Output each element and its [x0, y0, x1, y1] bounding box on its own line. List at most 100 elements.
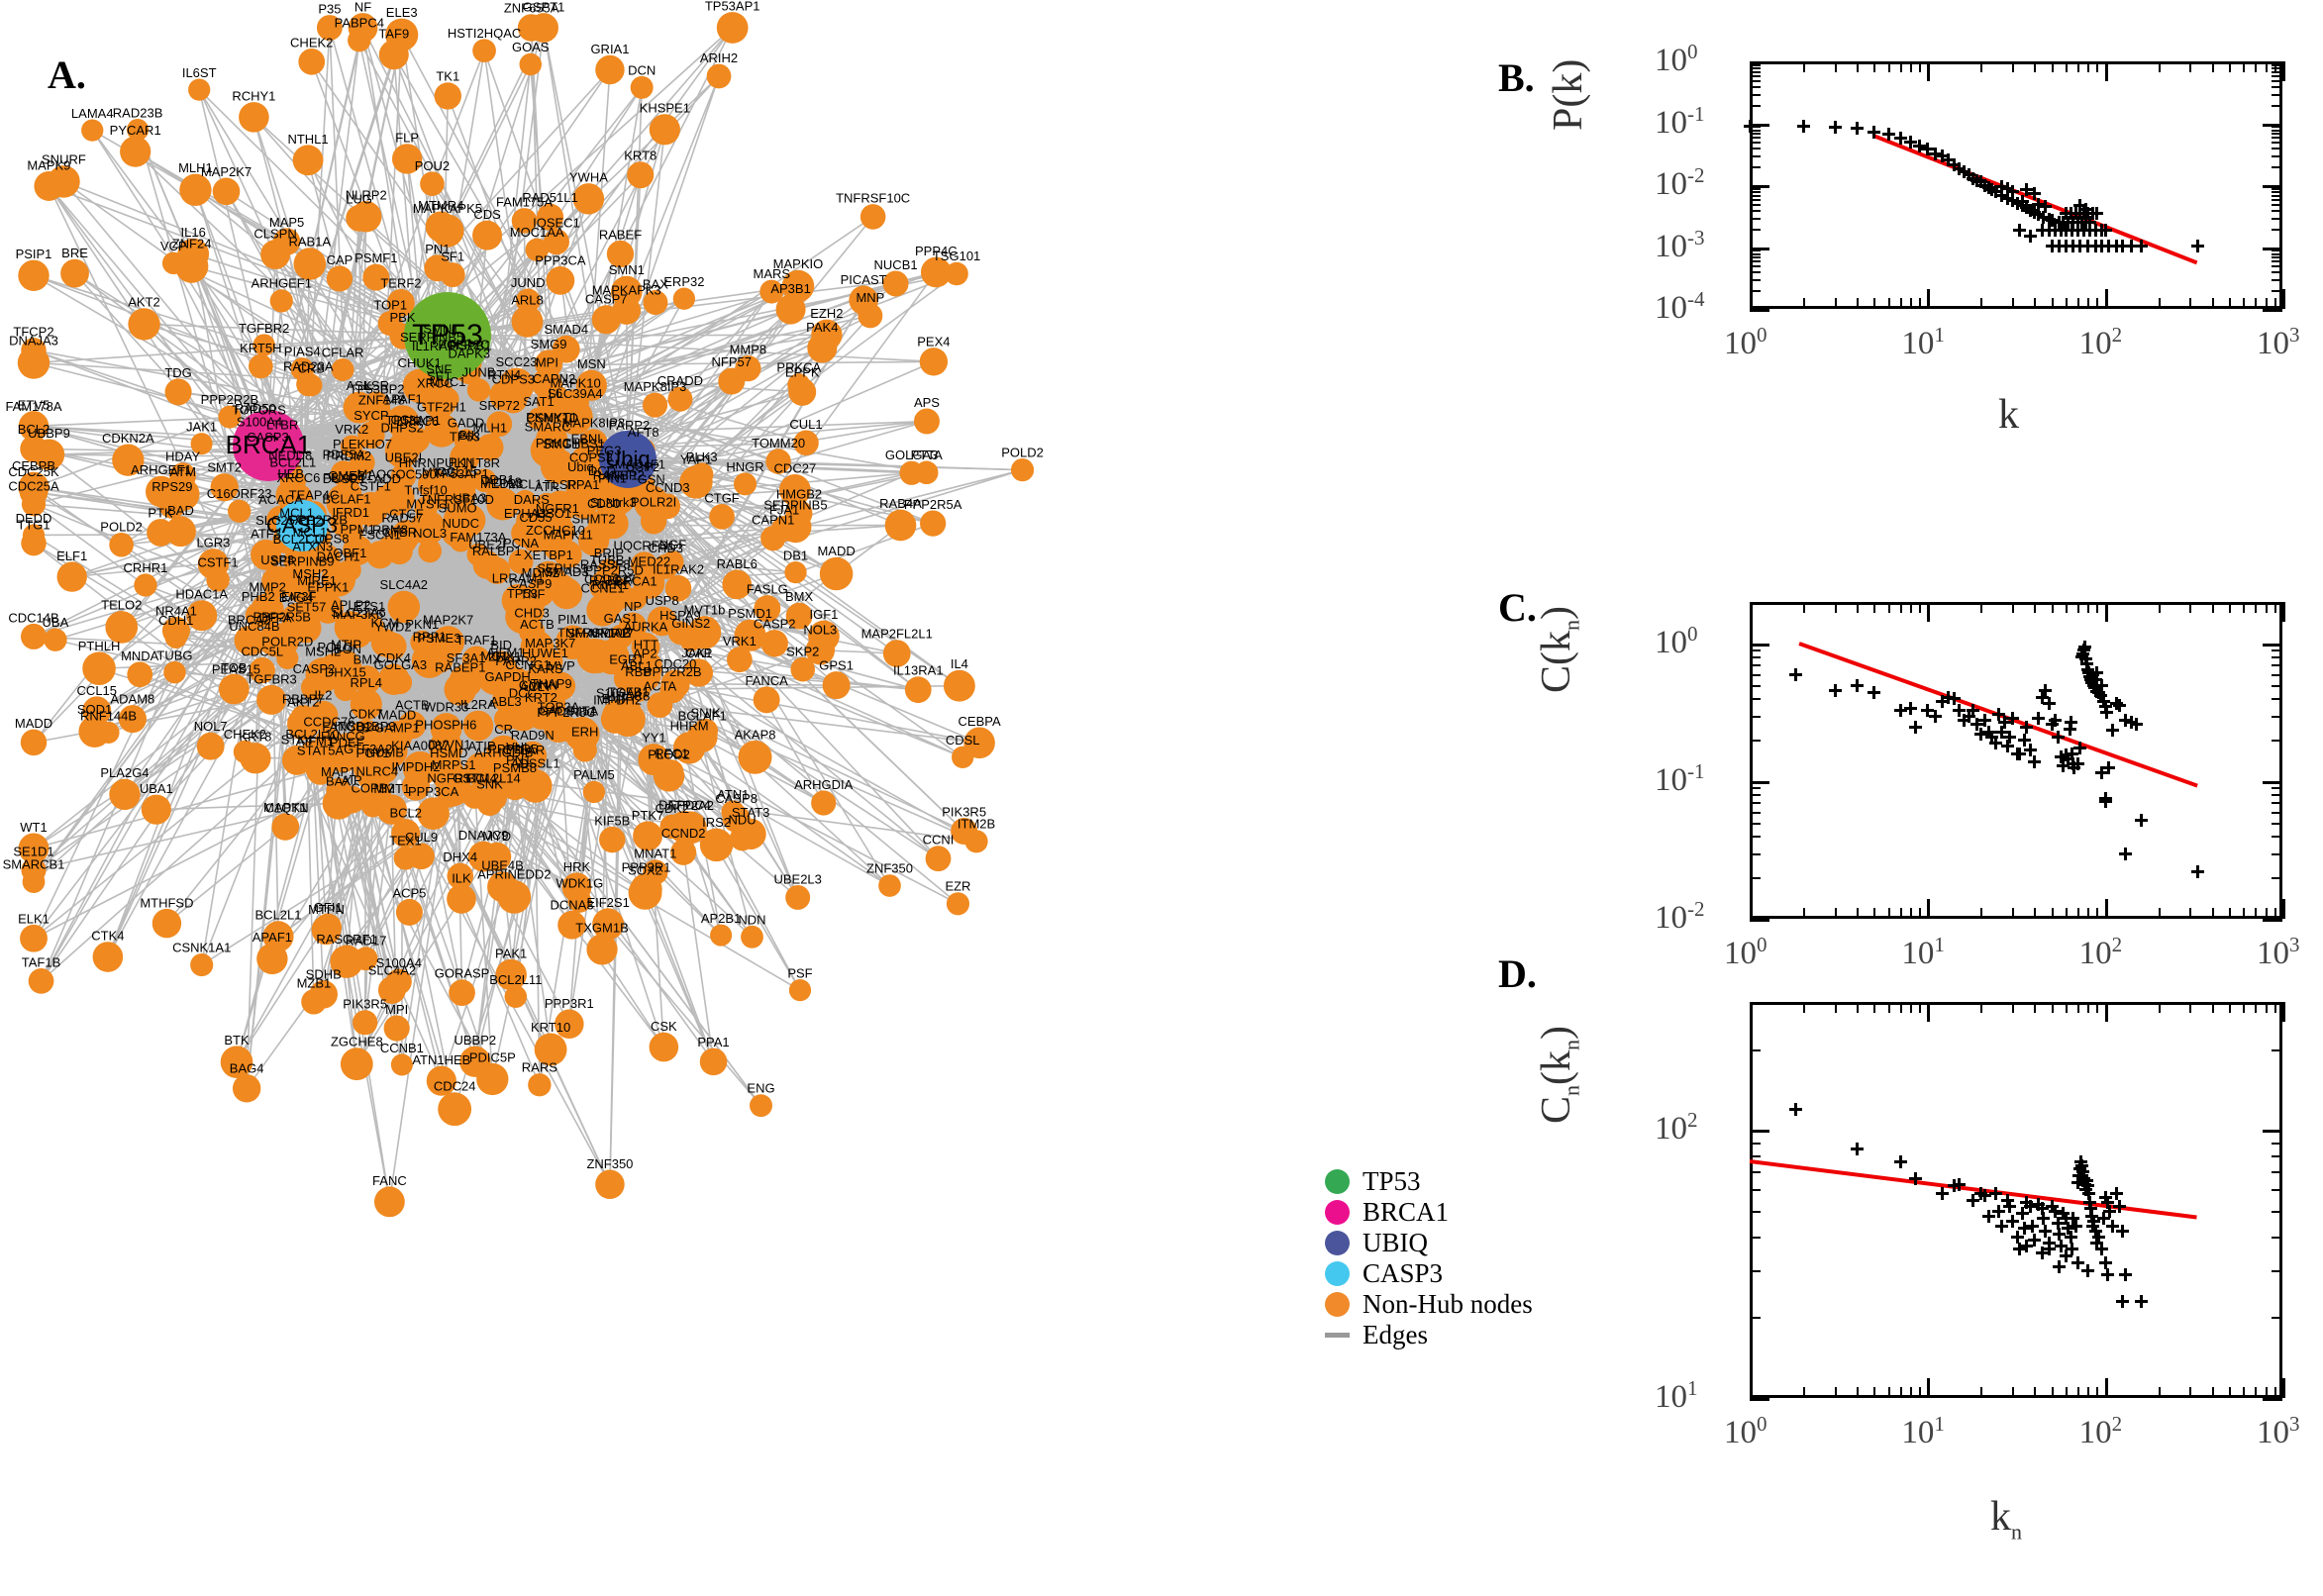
network-node[interactable]	[486, 758, 522, 794]
network-node[interactable]	[379, 632, 407, 660]
network-node[interactable]	[793, 430, 819, 456]
network-node[interactable]	[346, 204, 373, 232]
network-node[interactable]	[350, 719, 383, 752]
network-node[interactable]	[587, 509, 620, 541]
network-node[interactable]	[335, 748, 358, 771]
network-node[interactable]	[169, 462, 197, 490]
network-node[interactable]	[228, 499, 252, 523]
network-node[interactable]	[56, 561, 87, 592]
network-node[interactable]	[683, 658, 711, 686]
network-node[interactable]	[44, 628, 67, 651]
network-node[interactable]	[92, 942, 124, 972]
network-node[interactable]	[882, 640, 911, 667]
network-node[interactable]	[326, 484, 362, 521]
network-node[interactable]	[424, 413, 459, 448]
network-node[interactable]	[179, 173, 212, 206]
network-node[interactable]	[387, 590, 421, 624]
network-node[interactable]	[784, 560, 807, 584]
network-node[interactable]	[699, 828, 734, 862]
network-node[interactable]	[511, 208, 538, 234]
network-graph[interactable]: TAF1BMAP1MOC1AADHX15ARL8ABL3CDC25KKIAA00…	[0, 0, 1456, 1596]
network-node[interactable]	[642, 392, 668, 418]
network-node[interactable]	[410, 630, 435, 654]
network-node[interactable]	[390, 463, 417, 489]
network-node[interactable]	[326, 265, 354, 292]
hub-node-ubiq[interactable]	[599, 431, 656, 488]
network-node[interactable]	[462, 710, 494, 742]
network-node[interactable]	[602, 699, 636, 733]
network-node[interactable]	[661, 550, 684, 573]
network-node[interactable]	[378, 40, 409, 70]
network-node[interactable]	[664, 575, 692, 602]
network-node[interactable]	[511, 305, 544, 338]
network-node[interactable]	[647, 606, 677, 637]
network-node[interactable]	[386, 538, 413, 565]
network-node[interactable]	[516, 589, 546, 618]
plot-ckn[interactable]	[1750, 602, 2285, 922]
network-node[interactable]	[722, 804, 751, 833]
network-node[interactable]	[504, 985, 528, 1008]
network-node[interactable]	[807, 333, 838, 363]
network-node[interactable]	[536, 423, 568, 455]
network-nodes[interactable]	[17, 12, 1035, 1218]
network-node[interactable]	[472, 468, 497, 493]
network-node[interactable]	[778, 474, 811, 506]
network-node[interactable]	[281, 603, 311, 634]
network-node[interactable]	[405, 427, 431, 452]
plot-pk[interactable]	[1744, 61, 2285, 312]
network-node[interactable]	[557, 910, 586, 940]
network-node[interactable]	[788, 979, 812, 1002]
network-node[interactable]	[164, 378, 192, 406]
network-node[interactable]	[754, 595, 781, 623]
network-node[interactable]	[421, 382, 457, 419]
network-node[interactable]	[627, 161, 655, 189]
network-node[interactable]	[459, 1046, 491, 1077]
network-node[interactable]	[206, 568, 230, 592]
network-node[interactable]	[760, 526, 786, 551]
network-node[interactable]	[472, 220, 503, 250]
network-node[interactable]	[109, 532, 134, 557]
network-node[interactable]	[945, 261, 968, 286]
network-node[interactable]	[330, 945, 363, 978]
network-node[interactable]	[239, 102, 269, 133]
network-node[interactable]	[595, 1169, 625, 1200]
network-node[interactable]	[785, 602, 813, 630]
network-node[interactable]	[82, 651, 116, 686]
network-node[interactable]	[734, 472, 758, 496]
network-node[interactable]	[21, 623, 47, 649]
network-node[interactable]	[952, 746, 974, 768]
network-node[interactable]	[882, 270, 909, 297]
network-node[interactable]	[18, 833, 50, 864]
network-node[interactable]	[576, 638, 612, 674]
network-node[interactable]	[261, 565, 294, 598]
network-node[interactable]	[127, 661, 153, 688]
network-node[interactable]	[699, 1047, 728, 1076]
network-node[interactable]	[497, 880, 532, 914]
network-node[interactable]	[331, 357, 354, 381]
network-node[interactable]	[300, 374, 323, 397]
network-node[interactable]	[759, 279, 784, 304]
network-node[interactable]	[735, 355, 761, 382]
network-node[interactable]	[515, 288, 541, 314]
network-node[interactable]	[249, 353, 273, 379]
network-node[interactable]	[647, 692, 673, 719]
network-node[interactable]	[819, 556, 854, 591]
network-node[interactable]	[467, 841, 499, 872]
network-node[interactable]	[525, 238, 549, 261]
network-node[interactable]	[943, 669, 975, 702]
network-node[interactable]	[311, 915, 342, 946]
network-node[interactable]	[750, 1094, 772, 1118]
network-node[interactable]	[476, 434, 504, 461]
network-node[interactable]	[951, 818, 978, 846]
network-node[interactable]	[165, 516, 196, 548]
network-node[interactable]	[779, 511, 812, 544]
hub-node-casp3[interactable]	[276, 500, 328, 551]
network-node[interactable]	[383, 1015, 410, 1042]
network-node[interactable]	[141, 794, 171, 825]
network-node[interactable]	[785, 884, 811, 910]
network-node[interactable]	[495, 958, 527, 991]
network-node[interactable]	[788, 377, 817, 406]
network-node[interactable]	[492, 657, 519, 685]
network-node[interactable]	[22, 870, 46, 894]
network-node[interactable]	[232, 1074, 261, 1103]
